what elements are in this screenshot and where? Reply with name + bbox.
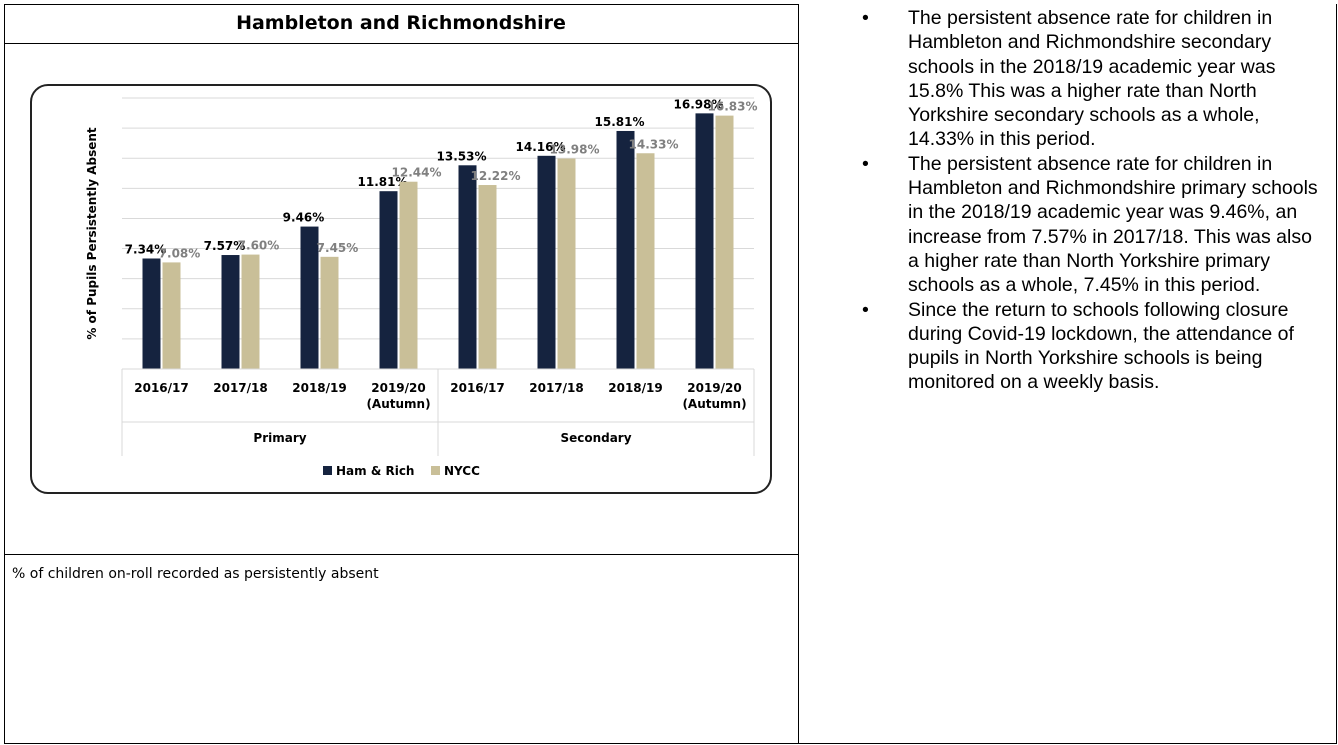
legend-label: Ham & Rich xyxy=(336,464,414,478)
data-label: 7.45% xyxy=(317,241,359,255)
note-text: Since the return to schools following cl… xyxy=(908,298,1294,394)
bar-ham-rich xyxy=(379,191,398,369)
data-label: 7.34% xyxy=(125,242,167,256)
x-tick-label: 2016/17 xyxy=(450,381,504,395)
bar-nycc xyxy=(241,254,260,369)
data-label: 7.08% xyxy=(159,246,201,260)
x-tick-label: (Autumn) xyxy=(682,397,746,411)
data-label: 14.16% xyxy=(516,140,566,154)
bar-nycc xyxy=(557,158,576,369)
group-label: Secondary xyxy=(560,431,631,445)
data-label: 15.81% xyxy=(595,115,645,129)
x-tick-label: 2016/17 xyxy=(134,381,188,395)
x-tick-label: 2019/20 xyxy=(687,381,741,395)
data-label: 9.46% xyxy=(283,211,325,225)
note-text: The persistent absence rate for children… xyxy=(908,7,1276,151)
x-tick-label: 2019/20 xyxy=(371,381,425,395)
data-label: 11.81% xyxy=(358,175,408,189)
layout-table xyxy=(4,4,1337,744)
bullet-icon: • xyxy=(862,298,869,321)
data-label: 13.98% xyxy=(550,143,600,157)
note-text: The persistent absence rate for children… xyxy=(908,152,1318,297)
bar-nycc xyxy=(162,262,181,369)
section-heading: Hambleton and Richmondshire xyxy=(236,12,566,34)
data-label: 14.33% xyxy=(629,137,679,151)
bar-chart: % of Pupils Persistently Absent 7.34% 7.57… xyxy=(85,97,758,478)
bar-ham-rich xyxy=(695,113,714,370)
note-item: • Since the return to schools following … xyxy=(838,298,1324,395)
bar-nycc xyxy=(636,153,655,369)
bullet-icon: • xyxy=(862,7,869,29)
data-label: 7.57% xyxy=(204,239,246,253)
bar-ham-rich xyxy=(221,255,240,369)
x-tick-label: 2018/19 xyxy=(292,381,346,395)
bar-ham-rich xyxy=(537,155,556,369)
data-label: 16.83% xyxy=(708,100,758,114)
x-tick-label: (Autumn) xyxy=(366,397,430,411)
bar-ham-rich xyxy=(142,258,161,369)
data-label: 12.22% xyxy=(471,169,521,183)
legend-label: NYCC xyxy=(444,464,480,478)
notes-list: • The persistent absence rate for childr… xyxy=(838,6,1324,395)
y-axis-label: % of Pupils Persistently Absent xyxy=(85,127,99,340)
data-label: 12.44% xyxy=(392,166,442,180)
data-label: 7.60% xyxy=(238,239,280,253)
data-label: 13.53% xyxy=(437,149,487,163)
x-tick-label: 2017/18 xyxy=(529,381,583,395)
legend-swatch xyxy=(431,466,440,475)
chart-caption: % of children on-roll recorded as persis… xyxy=(12,566,379,582)
data-label: 16.98% xyxy=(674,97,724,111)
bar-nycc xyxy=(320,256,339,369)
bar-nycc xyxy=(478,185,497,369)
bar-nycc xyxy=(715,115,734,370)
legend-swatch xyxy=(323,466,332,475)
group-label: Primary xyxy=(253,431,306,445)
x-tick-label: 2018/19 xyxy=(608,381,662,395)
x-tick-label: 2017/18 xyxy=(213,381,267,395)
note-item: • The persistent absence rate for childr… xyxy=(838,152,1324,298)
note-item: • The persistent absence rate for childr… xyxy=(838,6,1324,152)
bar-ham-rich xyxy=(616,130,635,369)
bullet-icon: • xyxy=(862,152,869,175)
bar-ham-rich xyxy=(458,165,477,369)
bar-nycc xyxy=(399,181,418,369)
bar-ham-rich xyxy=(300,226,319,369)
